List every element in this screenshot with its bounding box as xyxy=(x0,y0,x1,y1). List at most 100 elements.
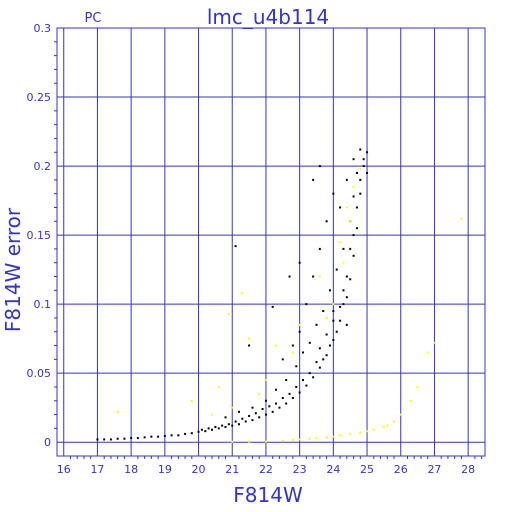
data-point-black xyxy=(285,379,288,382)
x-tick-label: 27 xyxy=(427,463,441,476)
data-point-black xyxy=(163,434,166,437)
data-point-black xyxy=(339,206,342,209)
data-point-black xyxy=(312,275,315,278)
y-tick-label: 0 xyxy=(44,436,51,449)
data-point-black xyxy=(248,414,251,417)
data-point-black xyxy=(217,427,220,430)
data-point-black xyxy=(366,151,369,154)
data-point-black xyxy=(352,254,355,257)
data-point-black xyxy=(315,361,318,364)
data-point-black xyxy=(96,438,99,441)
data-point-black xyxy=(254,412,257,415)
data-point-black xyxy=(261,408,264,411)
data-point-black xyxy=(143,436,146,439)
data-point-black xyxy=(200,428,203,431)
data-point-yellow xyxy=(275,344,278,347)
data-point-black xyxy=(237,423,240,426)
x-tick-label: 17 xyxy=(90,463,104,476)
data-point-yellow xyxy=(359,431,362,434)
data-point-black xyxy=(332,310,335,313)
data-point-black xyxy=(352,234,355,237)
data-point-black xyxy=(231,424,234,427)
data-point-black xyxy=(271,305,274,308)
data-point-yellow xyxy=(366,430,369,433)
data-point-black xyxy=(281,397,284,400)
data-point-black xyxy=(224,426,227,429)
data-point-yellow xyxy=(399,413,402,416)
data-point-yellow xyxy=(291,439,294,442)
data-point-black xyxy=(268,405,271,408)
data-point-yellow xyxy=(231,440,234,443)
data-point-yellow xyxy=(359,167,362,170)
chart-title: lmc_u4b114 xyxy=(207,5,329,29)
data-points xyxy=(96,148,463,443)
data-point-black xyxy=(302,379,305,382)
x-tick-label: 22 xyxy=(259,463,273,476)
x-tick-label: 19 xyxy=(158,463,172,476)
data-point-black xyxy=(298,261,301,264)
data-point-black xyxy=(264,399,267,402)
data-point-yellow xyxy=(426,351,429,354)
data-point-black xyxy=(352,158,355,161)
data-point-black xyxy=(305,303,308,306)
data-point-black xyxy=(116,437,119,440)
data-point-black xyxy=(298,330,301,333)
data-point-black xyxy=(328,344,331,347)
data-point-black xyxy=(237,410,240,413)
data-point-black xyxy=(349,278,352,281)
data-point-black xyxy=(234,245,237,248)
data-point-yellow xyxy=(291,351,294,354)
data-point-black xyxy=(339,319,342,322)
data-point-black xyxy=(312,178,315,181)
data-point-black xyxy=(288,275,291,278)
x-tick-label: 20 xyxy=(192,463,206,476)
data-point-yellow xyxy=(349,220,352,223)
data-point-yellow xyxy=(298,323,301,326)
data-point-black xyxy=(295,385,298,388)
data-point-black xyxy=(227,423,230,426)
data-point-black xyxy=(355,206,358,209)
data-point-black xyxy=(355,227,358,230)
data-point-black xyxy=(362,158,365,161)
data-point-black xyxy=(288,392,291,395)
tick-labels: 16 17 18 19 20 21 22 23 24 25 26 27 28 0 0.05 0.1 0.15 0.… xyxy=(27,22,476,476)
data-point-black xyxy=(295,365,298,368)
data-point-black xyxy=(251,419,254,422)
data-point-black xyxy=(278,406,281,409)
y-tick-label: 0.1 xyxy=(34,298,52,311)
data-point-yellow xyxy=(352,185,355,188)
data-point-black xyxy=(318,165,321,168)
data-point-yellow xyxy=(345,206,348,209)
data-point-yellow xyxy=(372,428,375,431)
x-tick-label: 21 xyxy=(225,463,239,476)
data-point-black xyxy=(342,247,345,250)
data-point-yellow xyxy=(318,275,321,278)
y-tick-label: 0.2 xyxy=(34,160,52,173)
y-axis-label: F814W error xyxy=(1,207,25,332)
data-point-black xyxy=(150,435,153,438)
y-tick-label: 0.05 xyxy=(27,367,52,380)
data-point-black xyxy=(184,432,187,435)
data-point-black xyxy=(264,413,267,416)
data-point-yellow xyxy=(349,432,352,435)
data-point-yellow xyxy=(227,312,230,315)
x-tick-label: 28 xyxy=(461,463,475,476)
data-point-yellow xyxy=(231,406,234,409)
data-point-yellow xyxy=(433,341,436,344)
data-point-yellow xyxy=(339,241,342,243)
data-point-black xyxy=(318,347,321,350)
data-point-yellow xyxy=(339,434,342,437)
data-point-black xyxy=(271,410,274,413)
data-point-black xyxy=(130,437,133,440)
data-point-black xyxy=(332,339,335,342)
data-point-black xyxy=(258,416,261,419)
x-tick-label: 26 xyxy=(394,463,408,476)
data-point-black xyxy=(241,417,244,420)
data-point-yellow xyxy=(308,437,311,440)
data-point-yellow xyxy=(325,316,328,319)
x-tick-label: 23 xyxy=(293,463,307,476)
data-point-black xyxy=(349,247,352,250)
data-point-yellow xyxy=(190,399,193,402)
data-point-yellow xyxy=(241,292,244,295)
